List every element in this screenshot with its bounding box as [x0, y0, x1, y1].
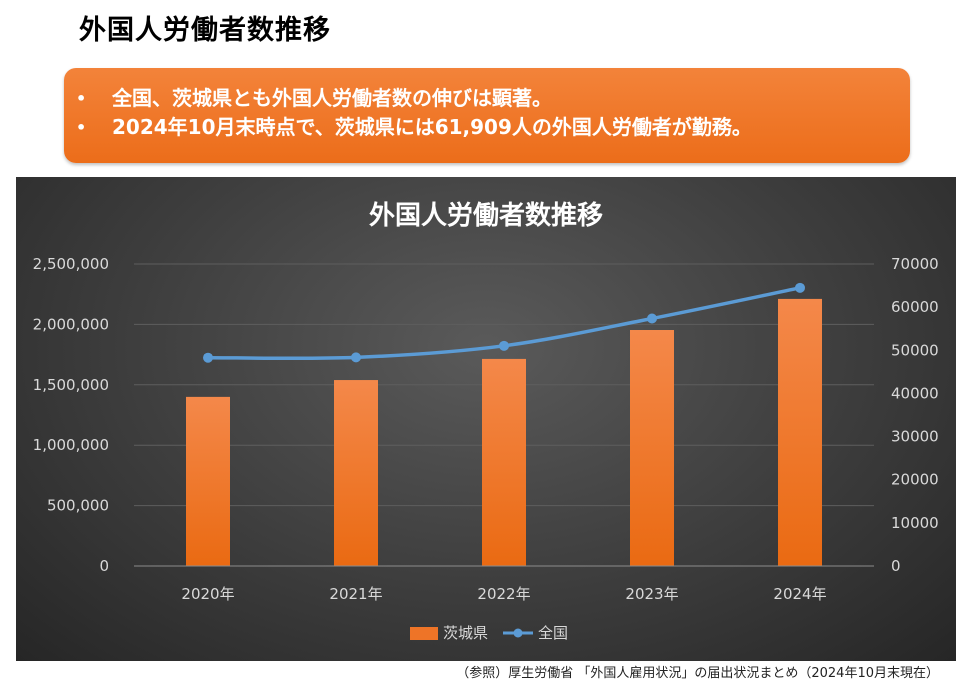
- bar: [186, 396, 230, 566]
- line-point: [499, 340, 509, 351]
- right-axis-tick-label: 0: [891, 557, 901, 575]
- chart-svg: 外国人労働者数推移 0 500,000 1,000,000 1,500,000 2,00…: [33, 201, 939, 642]
- line-series: [203, 282, 805, 363]
- x-axis-tick-label: 2022年: [477, 585, 530, 603]
- x-axis-tick-label: 2021年: [329, 585, 382, 603]
- summary-box: • 全国、茨城県とも外国人労働者数の伸びは顕著。 • 2024年10月末時点で、茨城…: [64, 68, 910, 163]
- right-axis-tick-label: 70000: [891, 255, 939, 273]
- left-axis-tick-label: 2,500,000: [33, 255, 109, 273]
- legend-bar-swatch: [410, 627, 438, 640]
- right-axis-tick-label: 10000: [891, 514, 939, 532]
- bullet-icon: •: [76, 89, 87, 108]
- bar-series: [186, 298, 822, 566]
- summary-text: 全国、茨城県とも外国人労働者数の伸びは顕著。: [112, 86, 552, 110]
- legend-line-marker: [513, 628, 523, 638]
- x-axis-tick-label: 2020年: [181, 585, 234, 603]
- summary-list: • 全国、茨城県とも外国人労働者数の伸びは顕著。 • 2024年10月末時点で、茨城…: [76, 84, 752, 142]
- legend-label: 茨城県: [443, 624, 488, 642]
- right-axis-tick-label: 20000: [891, 471, 939, 489]
- axes: 0 500,000 1,000,000 1,500,000 2,000,000 2,500…: [33, 255, 939, 603]
- line-point: [795, 282, 805, 293]
- line-point: [203, 352, 213, 363]
- chart-panel: 外国人労働者数推移 0 500,000 1,000,000 1,500,000 2,00…: [16, 177, 956, 661]
- right-axis-tick-label: 50000: [891, 341, 939, 359]
- left-axis-tick-label: 1,000,000: [33, 436, 109, 454]
- bar: [630, 330, 674, 566]
- x-axis-tick-label: 2023年: [625, 585, 678, 603]
- summary-item: • 2024年10月末時点で、茨城県には61,909人の外国人労働者が勤務。: [76, 113, 752, 142]
- summary-text: 2024年10月末時点で、茨城県には61,909人の外国人労働者が勤務。: [112, 115, 752, 139]
- right-axis-tick-label: 60000: [891, 298, 939, 316]
- right-axis-tick-label: 30000: [891, 428, 939, 446]
- x-axis-tick-label: 2024年: [773, 585, 826, 603]
- right-axis-tick-label: 40000: [891, 384, 939, 402]
- source-footnote: （参照）厚生労働省 「外国人雇用状況」の届出状況まとめ（2024年10月末現在）: [456, 666, 939, 681]
- summary-item: • 全国、茨城県とも外国人労働者数の伸びは顕著。: [76, 84, 752, 113]
- bar: [334, 380, 378, 566]
- line-point: [647, 313, 657, 324]
- bar: [778, 298, 822, 566]
- left-axis-tick-label: 2,000,000: [33, 315, 109, 333]
- page-title: 外国人労働者数推移: [79, 15, 331, 46]
- left-axis-tick-label: 500,000: [47, 497, 109, 515]
- bar: [482, 358, 526, 566]
- bullet-icon: •: [76, 118, 87, 137]
- left-axis-tick-label: 1,500,000: [33, 376, 109, 394]
- legend-label: 全国: [538, 624, 568, 642]
- legend: 茨城県 全国: [410, 624, 568, 642]
- left-axis-tick-label: 0: [99, 557, 109, 575]
- chart-title: 外国人労働者数推移: [369, 201, 603, 231]
- line-point: [351, 352, 361, 363]
